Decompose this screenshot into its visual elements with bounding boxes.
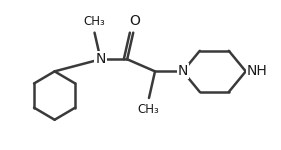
Text: CH₃: CH₃ [84, 15, 105, 28]
Text: N: N [178, 64, 188, 78]
Text: NH: NH [247, 64, 268, 78]
Text: N: N [95, 52, 106, 66]
Text: CH₃: CH₃ [137, 103, 159, 116]
Text: O: O [129, 14, 140, 28]
